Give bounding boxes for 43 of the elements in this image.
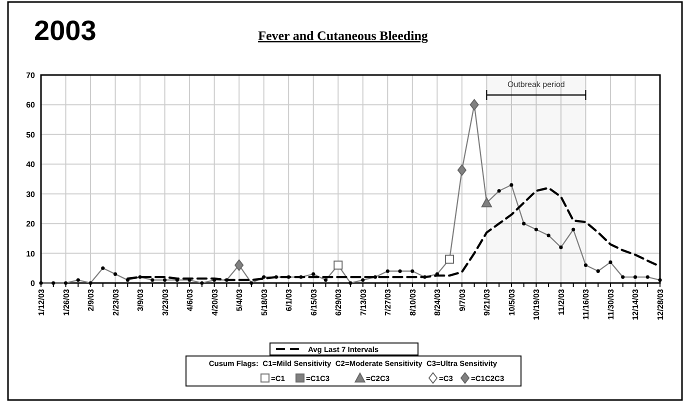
x-tick-label: 9/7/03: [458, 288, 467, 312]
y-tick-label: 50: [26, 130, 36, 140]
chart-title: 2003: [34, 15, 96, 46]
point: [445, 254, 454, 264]
x-tick-label: 12/14/03: [631, 288, 640, 320]
y-tick-label: 30: [26, 190, 36, 199]
y-tick-label: 60: [26, 100, 36, 110]
x-tick-label: 6/29/03: [334, 288, 344, 316]
point: [470, 99, 479, 110]
point: [334, 260, 343, 270]
x-tick-label: 1/26/03: [62, 288, 71, 316]
y-tick-label: 70: [26, 71, 36, 80]
chart-subtitle: Fever and Cutaneous Bleeding: [258, 28, 428, 43]
point: [457, 164, 466, 176]
x-tick-label: 4/20/03: [210, 288, 220, 316]
x-tick-label: 11/30/03: [606, 288, 616, 320]
x-tick-label: 7/27/03: [384, 288, 393, 316]
x-tick-label: 1/12/03: [37, 288, 46, 316]
x-tick-label: 8/10/03: [408, 288, 418, 316]
x-tick-label: 3/9/03: [136, 288, 146, 312]
x-tick-label: 3/23/03: [160, 288, 170, 316]
x-tick-label: 10/5/03: [507, 288, 516, 316]
x-tick-label: 9/21/03: [482, 288, 492, 316]
y-tick-label: 40: [26, 160, 36, 170]
x-tick-label: 2/9/03: [86, 288, 96, 312]
x-tick-label: 4/6/03: [186, 288, 195, 312]
y-tick-label: 20: [26, 220, 36, 229]
x-tick-label: 11/2/03: [556, 288, 566, 316]
x-tick-label: 7/13/03: [358, 288, 368, 316]
x-tick-label: 11/16/03: [582, 288, 591, 320]
x-tick-label: 8/24/03: [433, 288, 442, 316]
x-tick-label: 5/18/03: [260, 288, 269, 316]
x-tick-label: 6/15/03: [309, 288, 318, 316]
x-tick-label: 2/23/03: [111, 288, 120, 316]
y-tick-label: 0: [30, 279, 36, 288]
x-tick-label: 12/28/03: [656, 288, 665, 320]
point: [481, 197, 492, 208]
y-tick-label: 10: [26, 249, 36, 258]
band-label: Outbreak period: [508, 80, 565, 89]
x-tick-label: 6/1/03: [284, 288, 294, 312]
x-tick-label: 10/19/03: [532, 288, 542, 320]
point: [234, 259, 244, 271]
x-tick-label: 5/4/03: [235, 288, 244, 312]
